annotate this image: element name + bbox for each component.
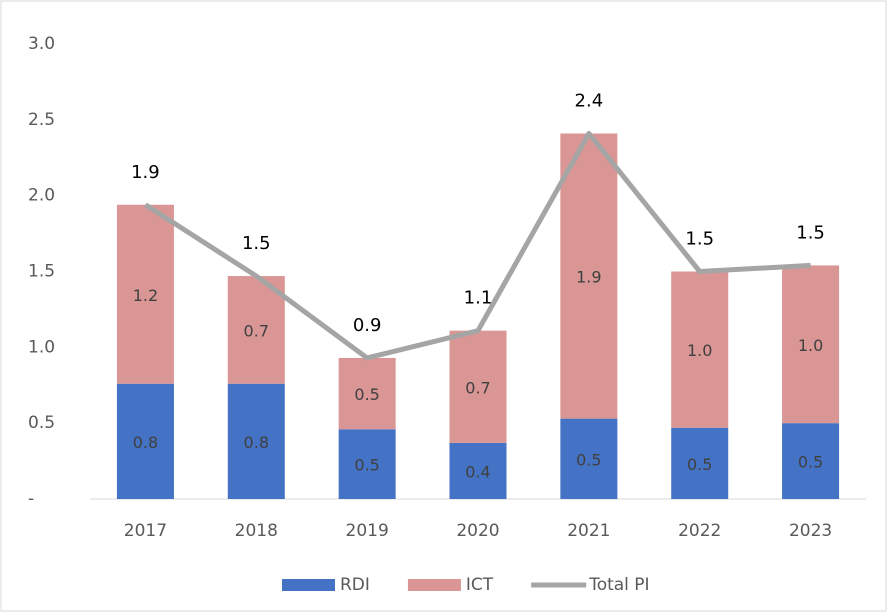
data-label: 1.0: [798, 336, 823, 355]
bar: [449, 442, 507, 499]
x-tick-label: 2021: [567, 521, 610, 541]
line-label: 1.5: [242, 233, 271, 254]
bar: [560, 418, 618, 499]
y-tick-label: 1.0: [28, 337, 55, 357]
line-label: 1.5: [796, 222, 825, 243]
data-label: 0.4: [465, 462, 490, 481]
data-label: 0.5: [354, 456, 379, 475]
bar: [227, 383, 285, 499]
legend-label: ICT: [466, 575, 494, 595]
line-label: 2.4: [575, 90, 604, 111]
data-label: 0.7: [465, 378, 490, 397]
data-label: 0.5: [576, 450, 601, 469]
x-tick-label: 2020: [456, 521, 499, 541]
y-tick-label: 3.0: [28, 34, 55, 54]
data-label: 0.8: [244, 433, 269, 452]
bar: [449, 330, 507, 443]
line-label: 1.1: [464, 288, 493, 309]
x-tick-label: 2017: [124, 521, 167, 541]
bar: [560, 133, 618, 419]
line: [144, 130, 811, 361]
line-label: 1.5: [685, 229, 714, 250]
bar: [782, 265, 840, 424]
bar: [671, 271, 729, 428]
x-tick-label: 2018: [235, 521, 278, 541]
line-label: 0.9: [353, 315, 382, 336]
line-label: 1.9: [131, 162, 160, 183]
data-label: 0.8: [133, 433, 158, 452]
data-label: 0.7: [244, 321, 269, 340]
data-label: 0.5: [687, 455, 712, 474]
x-tick-label: 2022: [678, 521, 721, 541]
data-label: 0.5: [798, 453, 823, 472]
data-label: 1.0: [687, 341, 712, 360]
y-tick-label: -: [28, 489, 34, 509]
bar: [227, 276, 285, 384]
bar: [671, 427, 729, 499]
bar: [338, 357, 396, 430]
y-tick-label: 2.5: [28, 110, 55, 130]
bar: [116, 383, 174, 499]
data-label: 1.9: [576, 268, 601, 287]
y-tick-label: 1.5: [28, 262, 55, 282]
y-tick-label: 0.5: [28, 413, 55, 433]
x-tick-label: 2023: [789, 521, 832, 541]
bar: [782, 423, 840, 499]
legend-label: RDI: [340, 575, 370, 595]
x-tick-label: 2019: [346, 521, 389, 541]
bar: [338, 429, 396, 499]
legend-label: Total PI: [588, 575, 649, 595]
y-tick-label: 2.0: [28, 186, 55, 206]
data-label: 1.2: [133, 286, 158, 305]
data-label: 0.5: [354, 385, 379, 404]
legend-swatch: [407, 579, 461, 591]
bar: [116, 204, 174, 384]
legend-swatch: [282, 579, 335, 591]
